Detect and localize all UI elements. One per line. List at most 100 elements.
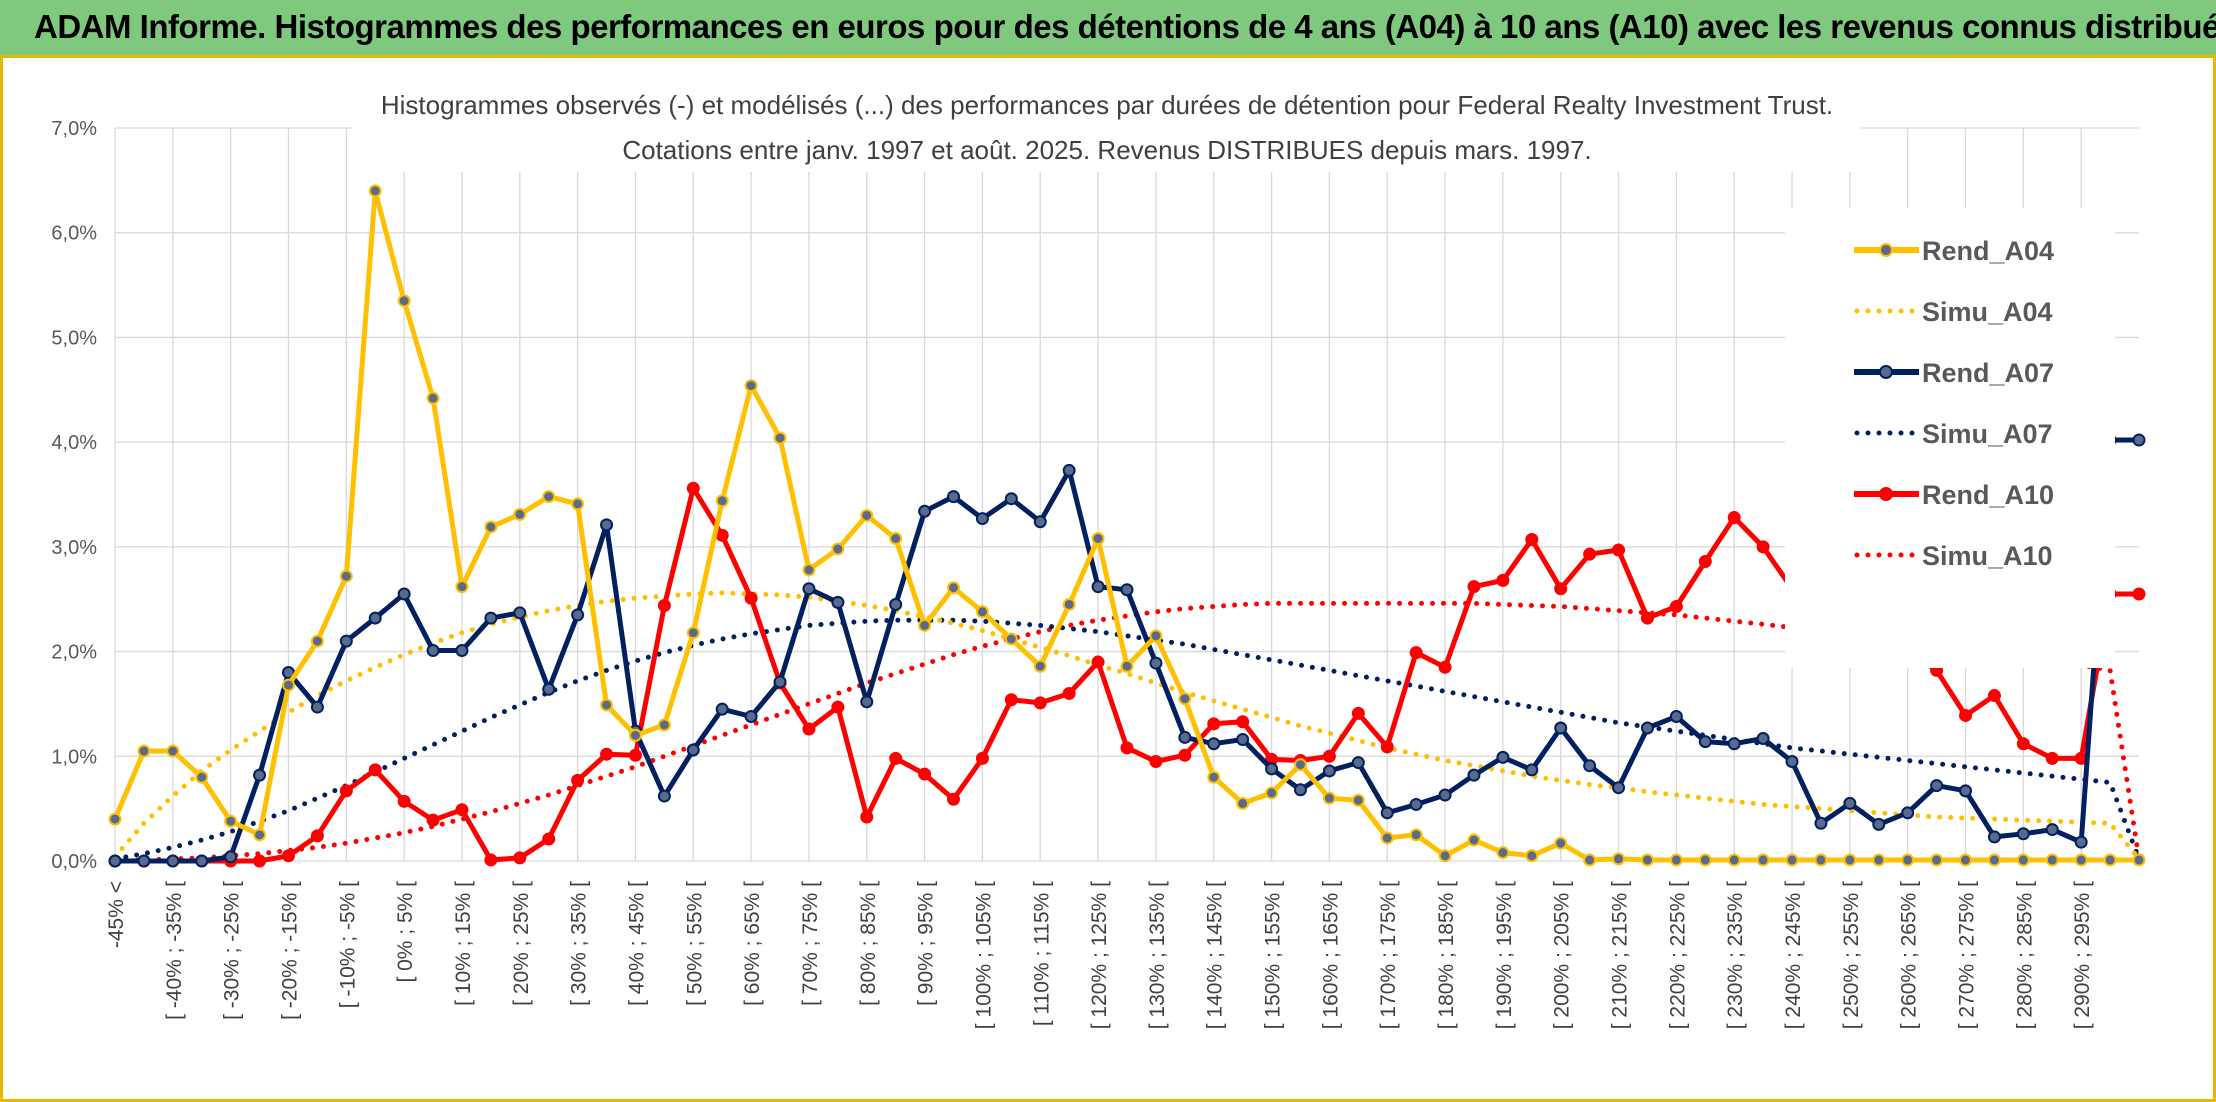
data-point-rend-a10	[1004, 693, 1018, 707]
legend-marker	[1879, 487, 1893, 501]
data-point-rend-a10	[1698, 555, 1712, 569]
data-point-rend-a04	[918, 618, 932, 632]
data-point-rend-a07	[2045, 823, 2059, 837]
data-point-rend-a10	[1669, 600, 1683, 614]
series-line-simu-a10	[112, 600, 2142, 864]
x-tick-label: [ 110% ; 115% [	[1030, 881, 1053, 1026]
x-tick-label: [ 260% ; 265% [	[1898, 881, 1921, 1029]
data-point-rend-a04	[368, 184, 382, 198]
data-point-rend-a04	[1091, 531, 1105, 545]
data-point-rend-a04	[137, 744, 151, 758]
data-point-rend-a07	[1640, 721, 1654, 735]
data-point-rend-a04	[1669, 853, 1683, 867]
data-point-rend-a04	[1033, 659, 1047, 673]
data-point-rend-a07	[1004, 492, 1018, 506]
chart-title: Histogrammes observés (-) et modélisés (…	[381, 90, 1833, 120]
x-tick-label: [ 150% ; 155% [	[1262, 881, 1285, 1029]
legend-item-rend-a10[interactable]: Rend_A10	[1854, 480, 2054, 510]
data-point-rend-a07	[1496, 750, 1510, 764]
data-point-rend-a04	[1062, 597, 1076, 611]
data-point-rend-a10	[802, 722, 816, 736]
data-point-rend-a04	[1525, 849, 1539, 863]
data-point-rend-a10	[975, 751, 989, 765]
data-point-rend-a07	[1467, 768, 1481, 782]
y-tick-label: 0,0%	[51, 851, 97, 873]
x-tick-label: [ 20% ; 25% [	[510, 881, 533, 1006]
data-point-rend-a07	[1149, 656, 1163, 670]
data-point-rend-a07	[1322, 764, 1336, 778]
data-point-rend-a04	[744, 379, 758, 393]
legend-item-simu-a10[interactable]: Simu_A10	[1854, 541, 2053, 571]
data-point-rend-a07	[339, 634, 353, 648]
data-point-rend-a04	[2103, 853, 2117, 867]
x-tick-label: [ 130% ; 135% [	[1146, 881, 1169, 1029]
report-title: ADAM Informe. Histogrammes des performan…	[34, 8, 2216, 45]
data-point-rend-a10	[1959, 708, 1973, 722]
data-point-rend-a04	[571, 497, 585, 511]
data-point-rend-a04	[1409, 828, 1423, 842]
legend-item-rend-a07[interactable]: Rend_A07	[1854, 358, 2054, 388]
data-point-rend-a07	[1987, 830, 2001, 844]
data-point-rend-a07	[513, 606, 527, 620]
data-point-rend-a04	[600, 698, 614, 712]
data-point-rend-a10	[947, 792, 961, 806]
x-tick-label: [ 30% ; 35% [	[568, 881, 591, 1006]
chart-frame: 0,0% 1,0% 2,0% 3,0% 4,0% 5,0% 6,0% 7,0% -45% < […	[0, 58, 2216, 1102]
x-tick-label: [ -20% ; -15% [	[278, 881, 301, 1020]
y-tick-label: 5,0%	[51, 327, 97, 349]
data-point-rend-a10	[1727, 511, 1741, 525]
data-point-rend-a10	[1351, 706, 1365, 720]
data-point-rend-a04	[1727, 853, 1741, 867]
data-point-rend-a07	[802, 582, 816, 596]
data-point-rend-a07	[455, 644, 469, 658]
data-point-rend-a07	[253, 768, 267, 782]
data-point-rend-a10	[1380, 740, 1394, 754]
y-axis-ticks: 0,0% 1,0% 2,0% 3,0% 4,0% 5,0% 6,0% 7,0%	[51, 118, 97, 873]
data-point-rend-a07	[686, 743, 700, 757]
data-point-rend-a07	[1207, 737, 1221, 751]
data-point-rend-a04	[831, 542, 845, 556]
y-tick-label: 1,0%	[51, 746, 97, 768]
data-point-rend-a04	[1438, 849, 1452, 863]
data-point-rend-a04	[281, 678, 295, 692]
legend-item-simu-a07[interactable]: Simu_A07	[1854, 419, 2053, 449]
x-tick-label: [ 250% ; 255% [	[1840, 881, 1863, 1029]
data-point-rend-a10	[1322, 749, 1336, 763]
data-point-rend-a04	[1120, 659, 1134, 673]
data-point-rend-a04	[1901, 853, 1915, 867]
data-point-rend-a04	[860, 508, 874, 522]
legend[interactable]: Rend_A04 Simu_A04 Rend_A07 Simu_A07 Rend_A10…	[1785, 208, 2115, 668]
y-tick-label: 6,0%	[51, 223, 97, 245]
data-point-rend-a10	[600, 747, 614, 761]
data-point-rend-a04	[2016, 853, 2030, 867]
data-point-rend-a07	[484, 611, 498, 625]
legend-item-rend-a04[interactable]: Rend_A04	[1854, 236, 2054, 266]
data-point-rend-a04	[802, 563, 816, 577]
data-point-rend-a07	[368, 611, 382, 625]
data-point-rend-a10	[715, 528, 729, 542]
data-point-rend-a04	[1004, 632, 1018, 646]
data-point-rend-a07	[1120, 583, 1134, 597]
data-point-rend-a10	[484, 853, 498, 867]
data-point-rend-a04	[715, 494, 729, 508]
legend-label: Simu_A07	[1922, 419, 2053, 449]
legend-label: Rend_A10	[1922, 480, 2054, 510]
x-tick-label: [ 70% ; 75% [	[799, 881, 822, 1006]
x-tick-label: [ 170% ; 175% [	[1377, 881, 1400, 1029]
legend-label: Simu_A04	[1922, 297, 2053, 327]
data-point-rend-a04	[686, 626, 700, 640]
data-point-rend-a04	[2045, 853, 2059, 867]
legend-item-simu-a04[interactable]: Simu_A04	[1854, 297, 2053, 327]
data-point-rend-a07	[224, 850, 238, 864]
data-point-rend-a04	[1756, 853, 1770, 867]
data-point-rend-a10	[2045, 751, 2059, 765]
data-point-rend-a04	[1814, 853, 1828, 867]
report-banner: ADAM Informe. Histogrammes des performan…	[0, 0, 2216, 58]
data-point-rend-a04	[542, 490, 556, 504]
data-point-rend-a07	[1062, 463, 1076, 477]
data-point-rend-a07	[1438, 788, 1452, 802]
data-point-rend-a07	[1091, 580, 1105, 594]
data-point-rend-a07	[1525, 763, 1539, 777]
data-point-rend-a10	[628, 748, 642, 762]
y-tick-label: 4,0%	[51, 432, 97, 454]
